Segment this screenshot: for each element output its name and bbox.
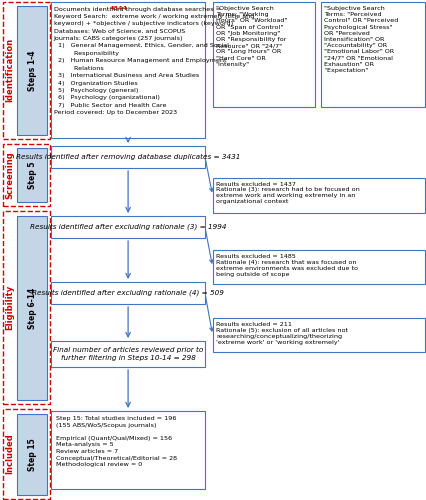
Text: 6)   Psychology (organizational): 6) Psychology (organizational) [54,96,159,100]
Text: Eligibility: Eligibility [5,285,14,330]
FancyBboxPatch shape [51,411,204,488]
Text: Period covered: Up to December 2023: Period covered: Up to December 2023 [54,110,176,115]
FancyBboxPatch shape [3,144,49,206]
Text: Final number of articles reviewed prior to
further filtering in Steps 10-14 = 29: Final number of articles reviewed prior … [53,348,203,360]
FancyBboxPatch shape [212,318,424,352]
Text: Step 5: Step 5 [27,162,37,189]
FancyBboxPatch shape [212,2,314,106]
Text: Step 6-14: Step 6-14 [27,288,37,329]
Text: 7)   Public Sector and Health Care: 7) Public Sector and Health Care [54,102,166,108]
FancyBboxPatch shape [17,148,47,203]
Text: Step 15: Total studies included = 196
(155 ABS/WoS/Scopus journals)

Empirical (: Step 15: Total studies included = 196 (1… [55,416,176,467]
Text: Relations: Relations [54,66,104,70]
Text: Included: Included [5,434,14,474]
Text: Results identified after excluding rationale (4) = 509: Results identified after excluding ratio… [32,290,224,296]
Text: Databases: Web of Science, and SCOPUS: Databases: Web of Science, and SCOPUS [54,28,184,34]
Text: 1)   General Management, Ethics, Gender, and Social: 1) General Management, Ethics, Gender, a… [54,44,228,49]
Text: Step 15: Step 15 [27,438,37,470]
Text: keyword) + *objective / subjective indicators (keyword): keyword) + *objective / subjective indic… [54,22,232,26]
Text: 3)   International Business and Area Studies: 3) International Business and Area Studi… [54,73,199,78]
Text: Results identified after removing database duplicates = 3431: Results identified after removing databa… [16,154,240,160]
Text: 4344: 4344 [109,6,127,12]
FancyBboxPatch shape [212,178,424,214]
FancyBboxPatch shape [51,341,204,367]
FancyBboxPatch shape [17,216,47,400]
Text: Results excluded = 1437
Rationale (3): research had to be focused on
extreme wor: Results excluded = 1437 Rationale (3): r… [216,182,359,204]
Text: Journals: CABS categories (257 journals): Journals: CABS categories (257 journals) [54,36,183,41]
Text: "Objective Search
Terms: "Working
Hours" OR "Workload"
OR "Span of Control"
OR ": "Objective Search Terms: "Working Hours"… [215,6,286,67]
Text: 2)   Human Resource Management and Employment: 2) Human Resource Management and Employm… [54,58,226,64]
FancyBboxPatch shape [51,2,204,138]
FancyBboxPatch shape [3,2,49,138]
FancyBboxPatch shape [212,250,424,284]
Text: Results identified after excluding rationale (3) = 1994: Results identified after excluding ratio… [30,224,226,230]
FancyBboxPatch shape [3,212,49,404]
Text: "Subjective Search
Terms: "Perceived
Control" OR "Perceived
Psychological Stress: "Subjective Search Terms: "Perceived Con… [323,6,397,73]
Text: Results excluded = 211
Rationale (5): exclusion of all articles not
researching/: Results excluded = 211 Rationale (5): ex… [216,322,347,345]
Text: Results excluded = 1485
Rationale (4): research that was focused on
extreme envi: Results excluded = 1485 Rationale (4): r… [216,254,357,277]
Text: Screening: Screening [5,151,14,199]
Text: Identification: Identification [5,38,14,102]
Text: 4)   Organization Studies: 4) Organization Studies [54,80,137,86]
Text: Steps 1-4: Steps 1-4 [27,50,37,91]
FancyBboxPatch shape [17,414,47,495]
Text: Keyword Search:  extreme work / working extremely (title and: Keyword Search: extreme work / working e… [54,14,253,19]
FancyBboxPatch shape [3,409,49,498]
FancyBboxPatch shape [320,2,424,106]
Text: Documents identified through database searches =: Documents identified through database se… [54,6,222,12]
Text: 5)   Psychology (general): 5) Psychology (general) [54,88,138,93]
FancyBboxPatch shape [17,6,47,135]
Text: Responsibility: Responsibility [54,51,118,56]
FancyBboxPatch shape [51,146,204,168]
FancyBboxPatch shape [51,216,204,238]
FancyBboxPatch shape [51,282,204,304]
